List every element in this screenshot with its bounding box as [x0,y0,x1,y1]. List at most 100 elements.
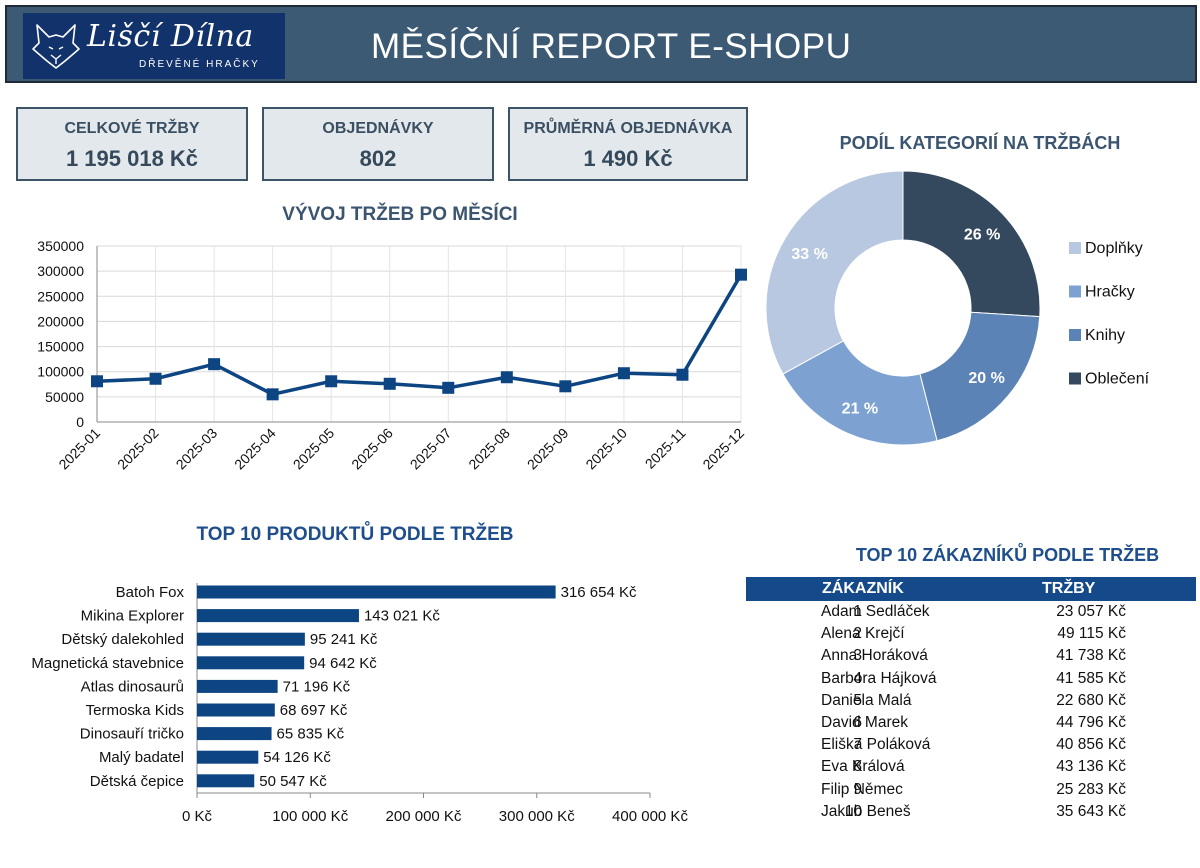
category-donut-chart: 26 % 20 % 21 % 33 % Doplňky Hračky Knihy Obleče… [765,170,1150,446]
kpi-value: 1 490 Kč [583,146,673,171]
table-row: 10 Jakub Beneš 35 643 Kč [746,801,1196,823]
data-point [442,381,455,394]
data-point [617,367,630,380]
customer-revenue: 40 856 Kč [1056,736,1126,754]
x-tick-label: 2025-01 [55,425,103,473]
data-point [559,380,572,393]
brand-logo: Liščí Dílna DŘEVĚNÉ HRAČKY [23,13,285,79]
x-tick-label: 2025-06 [348,425,396,473]
customer-name: Adam Sedláček [821,603,930,620]
category-label: Dětská čepice [90,773,184,790]
data-point [676,368,689,381]
col-header-customer: ZÁKAZNÍK [822,580,904,597]
bar-value-label: 95 241 Kč [310,631,378,648]
kpi-total-revenue: CELKOVÉ TRŽBY 1 195 018 Kč [16,107,248,181]
slice-label: 21 % [842,401,878,418]
x-tick-label: 0 Kč [182,808,213,825]
data-point [383,377,396,390]
slice-label: 20 % [968,370,1004,387]
kpi-label: PRŮMĚRNÁ OBJEDNÁVKA [523,120,733,137]
bar-value-label: 54 126 Kč [263,749,331,766]
x-tick-label: 2025-09 [524,425,572,473]
data-point [208,358,221,371]
x-tick-label: 300 000 Kč [499,808,575,825]
table-header: ZÁKAZNÍK TRŽBY [746,577,1196,601]
slice-label: 33 % [791,246,827,263]
table-row: 4 Barbora Hájková 41 585 Kč [746,668,1196,690]
pie-slice [902,170,1041,318]
pie-slice [782,340,938,446]
y-tick-label: 350000 [37,238,84,254]
table-row: 9 Filip Němec 25 283 Kč [746,779,1196,801]
bar-chart-title: TOP 10 PRODUKTŮ PODLE TRŽEB [196,524,514,545]
x-tick-label: 2025-03 [173,425,221,473]
row-rank: 9 [853,780,862,798]
kpi-average-order: PRŮMĚRNÁ OBJEDNÁVKA 1 490 Kč [508,107,748,181]
slice-label: 26 % [964,227,1000,244]
bar-value-label: 143 021 Kč [364,608,440,625]
series-line [96,273,743,397]
legend-label: Knihy [1085,327,1125,344]
x-tick-label: 2025-12 [699,425,747,473]
y-tick-label: 250000 [37,288,84,304]
category-label: Malý badatel [99,749,184,766]
customer-name: Eliška Poláková [821,736,931,754]
row-rank: 6 [853,713,862,731]
customer-name: Alena Krejčí [821,625,905,643]
legend-swatch [1069,285,1081,298]
table-row: 2 Alena Krejčí 49 115 Kč [746,623,1196,645]
category-label: Termoska Kids [86,702,184,719]
row-rank: 4 [853,669,862,687]
x-tick-label: 2025-02 [114,425,162,473]
data-point [500,371,513,384]
x-tick-label: 100 000 Kč [272,808,348,825]
bar-value-label: 50 547 Kč [259,773,327,790]
category-label: Dinosauří tričko [80,726,184,743]
category-label: Dětský dalekohled [61,631,184,648]
row-rank: 3 [853,647,862,665]
category-label: Mikina Explorer [81,608,184,625]
row-rank: 7 [853,736,862,754]
bar-value-label: 71 196 Kč [283,678,351,695]
legend-label: Doplňky [1085,240,1143,257]
customer-name: Eva Králová [821,758,905,776]
bar-value-label: 68 697 Kč [280,702,348,719]
row-rank: 8 [853,758,862,776]
customer-name: Anna Horáková [821,647,928,665]
table-row: 3 Anna Horáková 41 738 Kč [746,645,1196,667]
bar [197,656,305,670]
bar [197,703,275,717]
page-title: MĚSÍČNÍ REPORT E-SHOPU [371,27,852,66]
customer-name: Daniela Malá [821,691,912,709]
legend-label: Oblečení [1085,371,1150,388]
customer-name: Jakub Beneš [821,802,911,820]
bar [197,679,278,693]
y-tick-label: 100000 [37,364,84,380]
customer-revenue: 25 283 Kč [1056,780,1126,798]
legend-swatch [1069,329,1081,341]
revenue-line-chart: 350000 300000 250000 200000 150000 100000 5000… [37,238,747,473]
bar [197,585,556,599]
data-point [325,375,338,388]
x-tick-label: 2025-05 [290,425,338,473]
table-row: 7 Eliška Poláková 40 856 Kč [746,734,1196,756]
customers-table: ZÁKAZNÍK TRŽBY 1 Adam Sedláček 23 057 Kč 2 A… [746,577,1196,823]
legend-swatch [1069,372,1081,385]
table-row: 8 Eva Králová 43 136 Kč [746,756,1196,778]
legend-label: Hračky [1085,284,1135,301]
customer-revenue: 41 738 Kč [1056,647,1126,665]
y-tick-label: 200000 [37,313,84,329]
row-rank: 10 [844,802,862,820]
bar [197,727,272,741]
kpi-label: OBJEDNÁVKY [322,120,434,137]
table-row: 1 Adam Sedláček 23 057 Kč [746,601,1196,623]
bar [197,774,255,788]
x-tick-label: 2025-08 [465,425,513,473]
pie-chart-title: PODÍL KATEGORIÍ NA TRŽBÁCH [839,133,1121,153]
data-point [266,388,279,401]
kpi-label: CELKOVÉ TRŽBY [64,120,200,137]
bar-value-label: 316 654 Kč [561,584,637,601]
y-tick-label: 150000 [37,339,84,355]
table-row: 5 Daniela Malá 22 680 Kč [746,690,1196,712]
x-tick-label: 2025-10 [582,425,630,473]
